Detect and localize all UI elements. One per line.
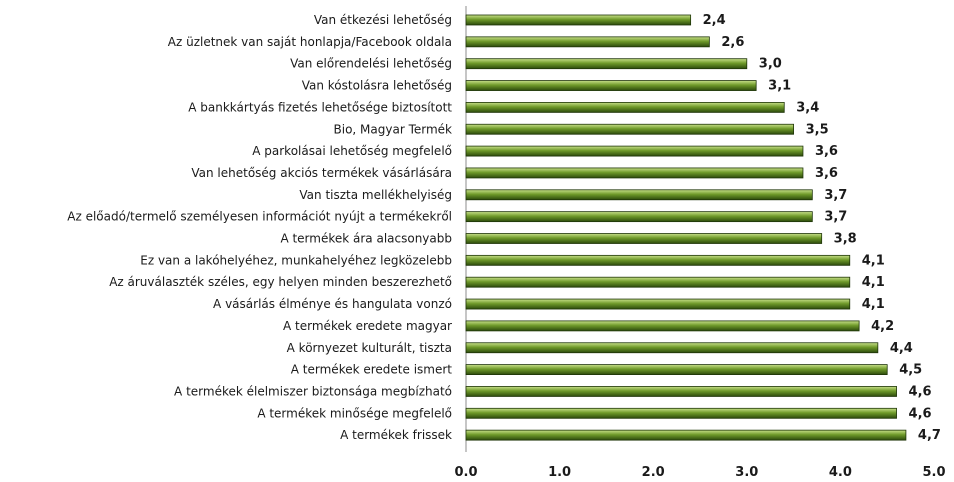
bar xyxy=(465,364,888,376)
category-label: A vásárlás élménye és hangulata vonzó xyxy=(213,297,452,311)
x-tick-label: 0.0 xyxy=(454,465,477,480)
category-label: Van kóstolásra lehetőség xyxy=(302,79,452,93)
value-label: 4,6 xyxy=(909,406,932,421)
value-label: 3,0 xyxy=(759,57,782,72)
bar xyxy=(465,386,897,397)
category-label: Az előadó/termelő személyesen információ… xyxy=(67,210,452,224)
value-label: 3,6 xyxy=(815,166,838,181)
x-tick-label: 5.0 xyxy=(922,465,945,480)
bar xyxy=(465,429,907,441)
bar xyxy=(465,342,879,354)
bar xyxy=(465,102,785,113)
plot-area: Van étkezési lehetőség 2,4 Az üzletnek van… xyxy=(67,6,946,480)
bar xyxy=(465,407,897,419)
value-label: 4,1 xyxy=(862,275,885,290)
category-label: A termékek frissek xyxy=(340,428,452,442)
category-label: A termékek élelmiszer biztonsága megbízh… xyxy=(174,384,452,398)
bar xyxy=(465,320,860,332)
value-label: 4,1 xyxy=(862,297,885,312)
category-label: A bankkártyás fizetés lehetősége biztosí… xyxy=(188,100,452,114)
category-label: A termékek eredete ismert xyxy=(291,363,453,377)
bar xyxy=(465,276,851,288)
value-label: 4,6 xyxy=(909,384,932,399)
value-label: 3,7 xyxy=(824,188,847,203)
value-label: 3,7 xyxy=(824,210,847,225)
bar xyxy=(465,80,757,91)
category-label: A környezet kulturált, tiszta xyxy=(287,341,452,355)
category-label: Van tiszta mellékhelyiség xyxy=(299,188,452,202)
category-label: Van előrendelési lehetőség xyxy=(290,57,452,71)
x-tick-label: 1.0 xyxy=(548,465,571,480)
value-label: 4,1 xyxy=(862,253,885,268)
x-tick-label: 2.0 xyxy=(642,465,665,480)
bar xyxy=(465,14,692,26)
value-label: 3,5 xyxy=(806,122,829,137)
bar xyxy=(465,298,851,310)
category-label: Ez van a lakóhelyéhez, munkahelyéhez leg… xyxy=(140,253,452,267)
category-label: A termékek eredete magyar xyxy=(283,319,452,333)
bar xyxy=(465,189,813,201)
bar xyxy=(465,254,851,266)
category-label: Van lehetőség akciós termékek vásárlásár… xyxy=(191,166,452,180)
bar xyxy=(465,58,748,70)
bar xyxy=(465,211,813,223)
bar xyxy=(465,233,823,244)
category-label: Bio, Magyar Termék xyxy=(334,122,453,136)
bar xyxy=(465,123,795,135)
bar xyxy=(465,167,804,179)
category-label: Van étkezési lehetőség xyxy=(314,13,452,27)
value-label: 3,6 xyxy=(815,144,838,159)
bar xyxy=(465,36,710,48)
value-label: 4,7 xyxy=(918,428,941,443)
value-label: 3,1 xyxy=(768,79,791,94)
bar xyxy=(465,145,804,157)
category-label: A termékek ára alacsonyabb xyxy=(280,232,452,246)
value-label: 4,5 xyxy=(899,363,922,378)
category-label: Az üzletnek van saját honlapja/Facebook … xyxy=(168,35,452,49)
value-label: 2,4 xyxy=(703,13,726,28)
value-label: 4,4 xyxy=(890,341,913,356)
value-label: 4,2 xyxy=(871,319,894,334)
value-label: 2,6 xyxy=(721,35,744,50)
category-label: A termékek minősége megfelelő xyxy=(257,406,452,420)
value-label: 3,4 xyxy=(796,100,819,115)
x-tick-label: 3.0 xyxy=(735,465,758,480)
category-label: Az áruválaszték széles, egy helyen minde… xyxy=(109,275,452,289)
x-tick-label: 4.0 xyxy=(829,465,852,480)
value-label: 3,8 xyxy=(834,232,857,247)
category-label: A parkolásai lehetőség megfelelő xyxy=(252,144,452,158)
